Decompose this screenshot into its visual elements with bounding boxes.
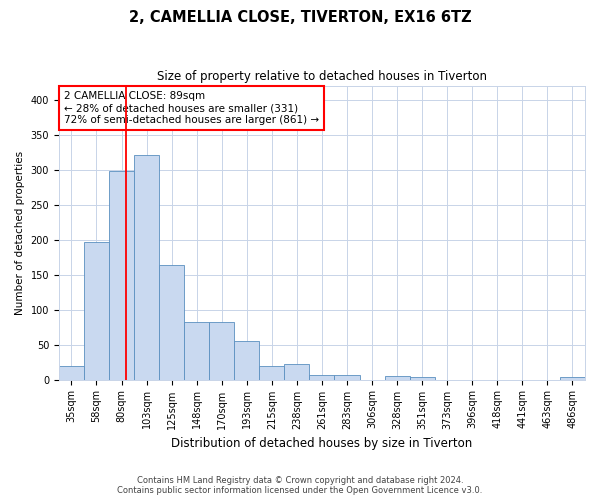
Bar	[184, 322, 209, 380]
Y-axis label: Number of detached properties: Number of detached properties	[15, 150, 25, 314]
Text: 2, CAMELLIA CLOSE, TIVERTON, EX16 6TZ: 2, CAMELLIA CLOSE, TIVERTON, EX16 6TZ	[128, 10, 472, 25]
Bar	[284, 364, 310, 380]
Bar	[334, 376, 359, 380]
Bar	[310, 376, 334, 380]
Bar	[234, 341, 259, 380]
Bar	[385, 376, 410, 380]
Bar	[259, 366, 284, 380]
Bar	[159, 266, 184, 380]
X-axis label: Distribution of detached houses by size in Tiverton: Distribution of detached houses by size …	[172, 437, 473, 450]
Title: Size of property relative to detached houses in Tiverton: Size of property relative to detached ho…	[157, 70, 487, 83]
Bar	[209, 322, 234, 380]
Text: 2 CAMELLIA CLOSE: 89sqm
← 28% of detached houses are smaller (331)
72% of semi-d: 2 CAMELLIA CLOSE: 89sqm ← 28% of detache…	[64, 92, 319, 124]
Bar	[134, 155, 159, 380]
Text: Contains HM Land Registry data © Crown copyright and database right 2024.
Contai: Contains HM Land Registry data © Crown c…	[118, 476, 482, 495]
Bar	[109, 171, 134, 380]
Bar	[410, 378, 434, 380]
Bar	[560, 378, 585, 380]
Bar	[84, 242, 109, 380]
Bar	[59, 366, 84, 380]
